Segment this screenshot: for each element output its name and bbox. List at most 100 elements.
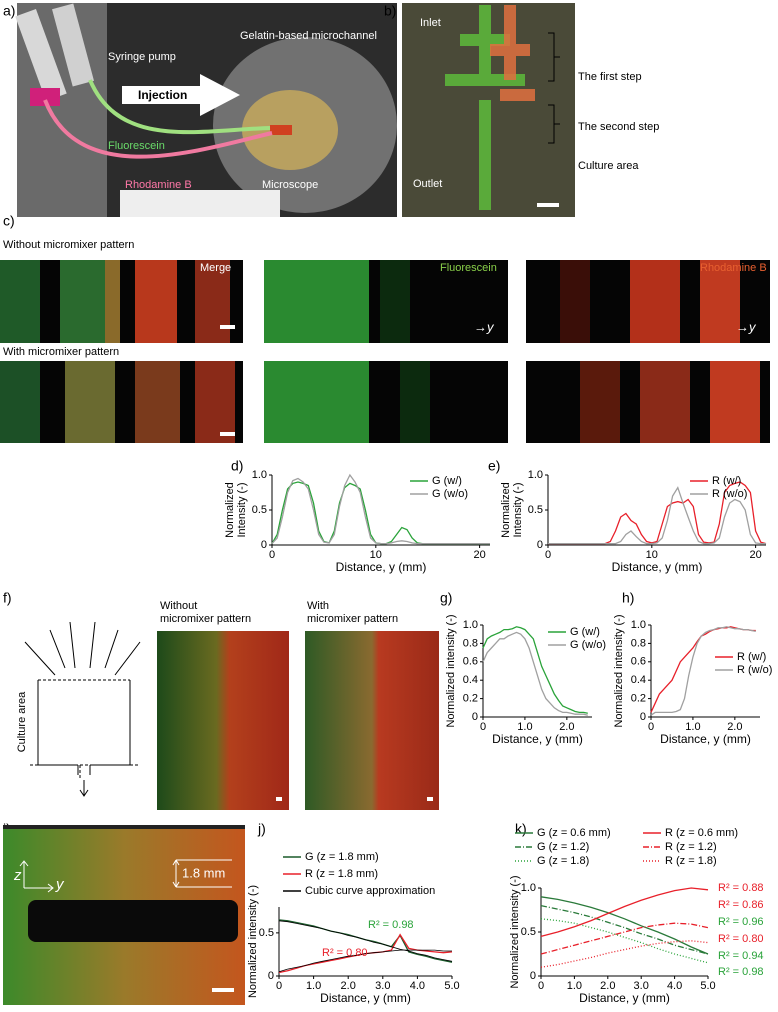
x-tick-label: 20: [749, 549, 761, 561]
annotation: R² = 0.98: [718, 966, 764, 978]
legend-label: G (z = 1.8): [537, 855, 589, 867]
x-axis-label: Distance, y (mm): [336, 560, 427, 574]
data-line: [540, 918, 709, 964]
legend-label: R (w/o): [712, 488, 747, 500]
scale-bar: [427, 797, 433, 801]
y-tick-label: 0: [268, 970, 274, 982]
y-axis-label: Normalized: [224, 482, 236, 538]
panel-label: j): [257, 821, 266, 837]
annotation: R² = 0.88: [718, 882, 764, 894]
data-line: [278, 949, 452, 973]
photo-a: [15, 3, 397, 217]
y-tick-label: 1.0: [252, 469, 267, 481]
x-tick-label: 0: [276, 980, 282, 992]
legend-label: Cubic curve approximation: [305, 885, 435, 897]
annotation: Rhodamine B: [125, 179, 192, 191]
legend-label: R (w/): [737, 651, 766, 663]
axis-label: z: [13, 867, 22, 884]
y-tick-label: 0.2: [631, 693, 646, 705]
y-tick-label: 0.5: [521, 926, 536, 938]
y-tick-label: 1.0: [521, 882, 536, 894]
x-tick-label: 2.0: [727, 721, 742, 733]
y-axis-label: Normalized intensity (-): [509, 875, 521, 988]
y-tick-label: 0.6: [463, 656, 478, 668]
panel-label: g): [440, 590, 452, 606]
data-line: [540, 940, 709, 968]
y-axis-label: Intensity (-): [236, 482, 248, 537]
annotation: Culture area: [16, 691, 28, 752]
y-tick-label: 0.4: [631, 674, 646, 686]
micrographs-c: [0, 260, 770, 443]
x-tick-label: 20: [473, 549, 485, 561]
annotation: R² = 0.86: [718, 899, 764, 911]
data-line: [278, 920, 453, 962]
annotation: Gelatin-based microchannel: [240, 30, 377, 42]
x-tick-label: 2.0: [341, 980, 356, 992]
image-title: micromixer pattern: [160, 613, 251, 625]
panel-label: k): [515, 821, 527, 837]
x-tick-label: 3.0: [634, 980, 649, 992]
image-title: Without: [160, 600, 197, 612]
annotation: R² = 0.94: [718, 950, 764, 962]
x-tick-label: 0: [480, 721, 486, 733]
axis-arrow: →y: [736, 319, 757, 334]
x-tick-label: 1.0: [567, 980, 582, 992]
annotation: R² = 0.80: [322, 947, 368, 959]
x-tick-label: 4.0: [410, 980, 425, 992]
y-axis-label: Normalized intensity (-): [445, 614, 457, 727]
micrograph: [305, 631, 439, 810]
annotation: Injection: [138, 88, 187, 102]
annotation: Microscope: [262, 179, 318, 191]
annotation: R² = 0.80: [718, 933, 764, 945]
annotation: Fluorescein: [108, 140, 165, 152]
legend-label: G (w/): [570, 626, 600, 638]
x-axis-label: Distance, y (mm): [320, 991, 411, 1005]
data-line: [540, 887, 709, 938]
y-axis-label: Normalized: [500, 482, 512, 538]
y-tick-label: 0: [537, 539, 543, 551]
channel-label: Merge: [200, 262, 231, 274]
y-tick-label: 0: [640, 711, 646, 723]
legend-label: G (w/o): [570, 639, 606, 651]
y-tick-label: 0: [472, 711, 478, 723]
data-line: [650, 626, 756, 716]
y-tick-label: 1.0: [463, 619, 478, 631]
annotation: R² = 0.98: [368, 919, 414, 931]
scale-bar: [276, 797, 282, 801]
x-tick-label: 5.0: [700, 980, 715, 992]
y-axis-label: Normalized intensity (-): [613, 614, 625, 727]
y-tick-label: 1.0: [528, 469, 543, 481]
legend-label: G (z = 1.2): [537, 841, 589, 853]
y-tick-label: 0.6: [631, 656, 646, 668]
photo-i: [3, 825, 245, 1005]
x-tick-label: 0: [538, 980, 544, 992]
x-tick-label: 10: [370, 549, 382, 561]
data-line: [271, 473, 490, 545]
data-line: [540, 896, 709, 955]
legend-label: G (w/): [432, 475, 462, 487]
y-axis-label: Normalized intensity (-): [247, 885, 259, 998]
micrograph: [157, 631, 289, 810]
annotation: Inlet: [420, 17, 441, 29]
x-tick-label: 2.0: [559, 721, 574, 733]
panel-label: h): [622, 590, 634, 606]
legend-label: R (z = 1.8): [665, 855, 717, 867]
legend-label: R (z = 1.2): [665, 841, 717, 853]
x-tick-label: 0: [545, 549, 551, 561]
x-tick-label: 1.0: [306, 980, 321, 992]
legend-label: R (z = 1.8 mm): [305, 868, 378, 880]
y-tick-label: 0.5: [252, 504, 267, 516]
annotation: Syringe pump: [108, 51, 176, 63]
channel-label: Fluorescein: [440, 262, 497, 274]
annotation: Culture area: [578, 160, 639, 172]
row-label: With micromixer pattern: [3, 346, 119, 358]
data-line: [482, 626, 588, 714]
x-tick-label: 10: [646, 549, 658, 561]
annotation: The second step: [578, 121, 659, 133]
data-line: [482, 631, 588, 716]
y-tick-label: 0.8: [631, 637, 646, 649]
x-tick-label: 0: [648, 721, 654, 733]
panel-label: b): [384, 3, 396, 19]
x-axis-label: Distance, y (mm): [612, 560, 703, 574]
